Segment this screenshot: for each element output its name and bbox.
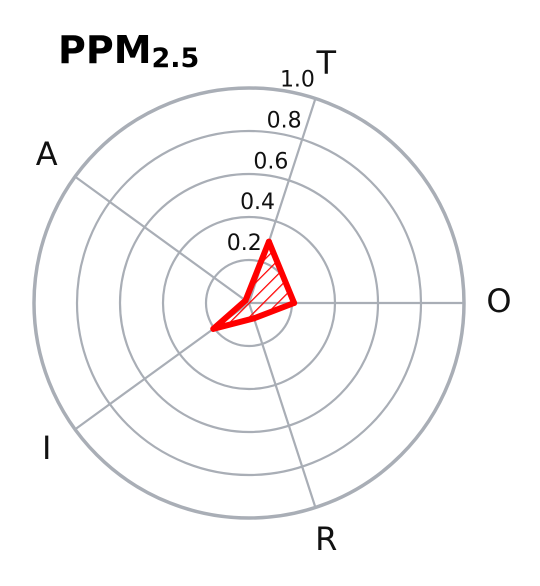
data-point-T [266, 239, 272, 245]
data-point-I [210, 326, 216, 332]
data-point-R [251, 315, 257, 321]
axis-label-I: I [42, 429, 51, 467]
axis-label-A: A [36, 135, 58, 173]
tick-label: 0.6 [253, 149, 288, 174]
chart-title-subscript: 2.5 [152, 43, 200, 74]
data-point-O [291, 300, 297, 306]
tick-label: 0.4 [240, 190, 275, 215]
tick-label: 1.0 [280, 68, 315, 93]
axis-label-R: R [315, 520, 337, 558]
tick-label: 0.2 [227, 231, 262, 256]
chart-title-main: PPM [58, 28, 152, 72]
axis-label-O: O [486, 282, 511, 320]
spoke-R [249, 303, 315, 507]
spoke-A [75, 177, 249, 303]
chart-title: PPM2.5 [58, 28, 199, 74]
data-point-A [243, 297, 249, 303]
tick-label: 0.8 [267, 108, 302, 133]
axis-label-T: T [315, 44, 336, 82]
